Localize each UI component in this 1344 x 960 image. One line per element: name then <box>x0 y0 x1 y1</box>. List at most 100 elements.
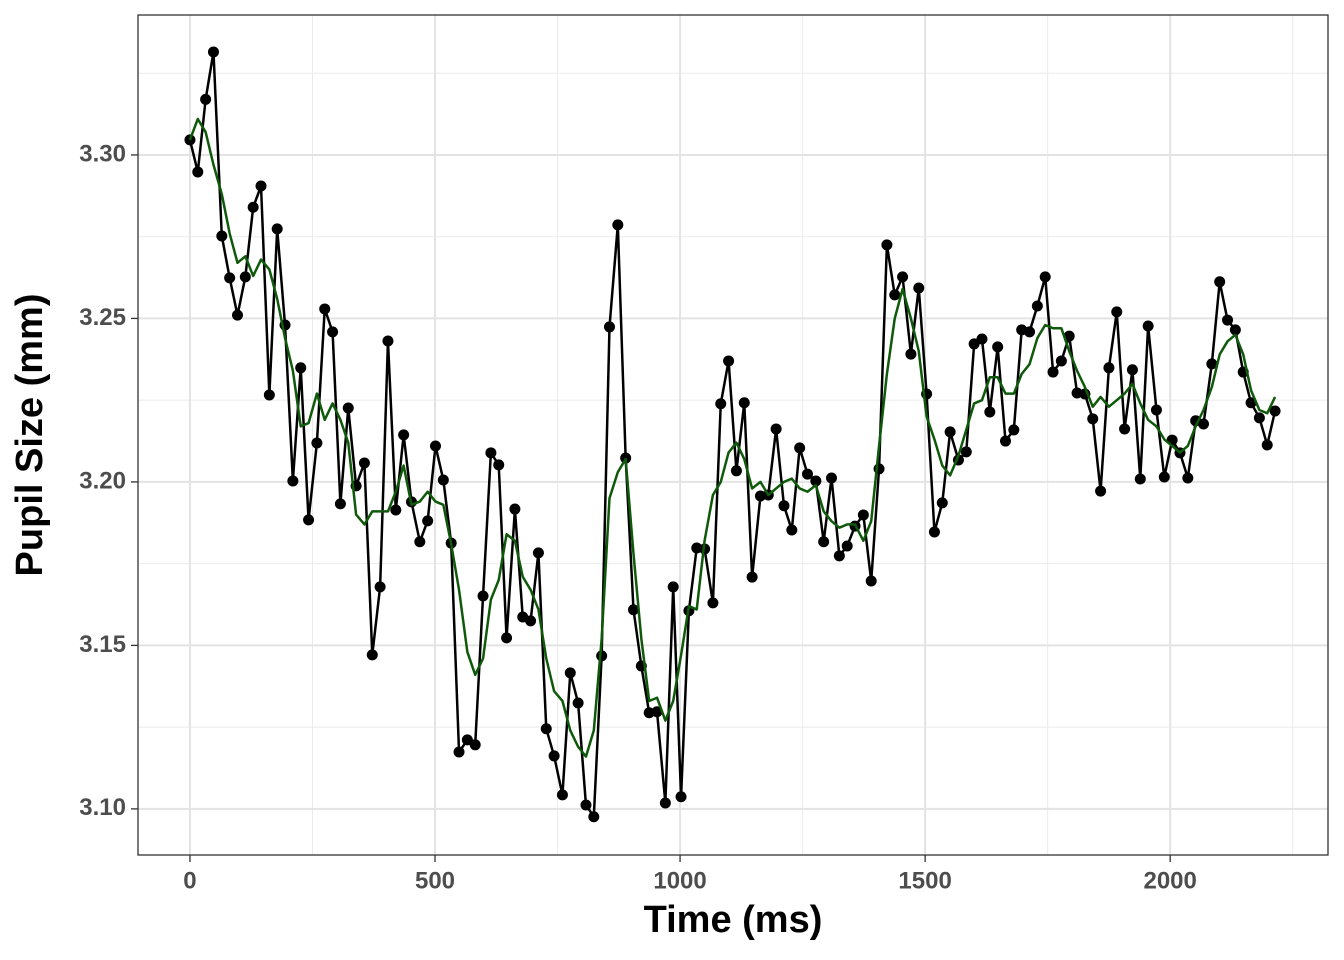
data-point <box>564 667 576 679</box>
data-point <box>192 166 204 178</box>
data-point <box>366 649 378 661</box>
data-point <box>1182 472 1194 484</box>
data-point <box>1261 439 1273 451</box>
data-point <box>667 581 679 593</box>
data-point <box>659 797 671 809</box>
data-point <box>580 799 592 811</box>
data-point <box>540 723 552 735</box>
data-point <box>770 423 782 435</box>
data-point <box>1047 366 1059 378</box>
data-point <box>833 550 845 562</box>
data-point <box>453 746 465 758</box>
data-point <box>1063 330 1075 342</box>
y-axis-title: Pupil Size (mm) <box>9 294 51 577</box>
data-point <box>1103 362 1115 374</box>
data-point <box>1087 413 1099 425</box>
x-axis-title: Time (ms) <box>644 899 823 941</box>
data-point <box>723 355 735 367</box>
data-point <box>295 362 307 374</box>
data-point <box>1214 276 1226 288</box>
data-point <box>207 46 219 58</box>
data-point <box>1000 435 1012 447</box>
data-point <box>477 590 489 602</box>
data-point <box>239 271 251 283</box>
data-point <box>231 309 243 321</box>
data-point <box>628 604 640 616</box>
data-point <box>398 429 410 441</box>
data-point <box>1126 364 1138 376</box>
data-point <box>548 750 560 762</box>
data-point <box>1031 300 1043 312</box>
data-point <box>794 442 806 454</box>
data-point <box>612 219 624 231</box>
data-point <box>913 282 925 294</box>
data-point <box>881 239 893 251</box>
data-point <box>382 335 394 347</box>
data-point <box>960 446 972 458</box>
data-point <box>200 93 212 105</box>
data-point <box>1024 326 1036 338</box>
data-point <box>1222 314 1234 326</box>
data-point <box>984 406 996 418</box>
data-point <box>255 180 267 192</box>
data-point <box>1150 404 1162 416</box>
data-point <box>1008 424 1020 436</box>
data-point <box>414 536 426 548</box>
data-point <box>327 326 339 338</box>
data-point <box>944 426 956 438</box>
data-point <box>1158 471 1170 483</box>
data-point <box>1198 418 1210 430</box>
data-point <box>572 697 584 709</box>
data-point <box>707 597 719 609</box>
data-point <box>303 514 315 526</box>
data-point <box>461 734 473 746</box>
data-point <box>1206 358 1218 370</box>
data-point <box>810 475 822 487</box>
data-point <box>525 615 537 627</box>
data-point <box>1055 355 1067 367</box>
data-point <box>358 457 370 469</box>
data-point <box>334 498 346 510</box>
data-point <box>889 289 901 301</box>
y-tick-label: 3.25 <box>79 304 126 331</box>
data-point <box>319 303 331 315</box>
data-point <box>905 348 917 360</box>
data-point <box>603 321 615 333</box>
data-point <box>184 134 196 146</box>
data-point <box>493 459 505 471</box>
data-point <box>865 575 877 587</box>
data-point <box>1134 473 1146 485</box>
data-point <box>675 791 687 803</box>
data-point <box>715 398 727 410</box>
data-point <box>826 472 838 484</box>
data-point <box>485 447 497 459</box>
x-tick-label: 1500 <box>898 867 951 894</box>
y-tick-label: 3.15 <box>79 631 126 658</box>
x-tick-label: 2000 <box>1143 867 1196 894</box>
data-point <box>936 497 948 509</box>
data-point <box>818 536 830 548</box>
y-tick-label: 3.10 <box>79 794 126 821</box>
data-point <box>1039 271 1051 283</box>
y-tick-label: 3.30 <box>79 140 126 167</box>
data-point <box>786 524 798 536</box>
data-point <box>1142 320 1154 332</box>
data-point <box>651 706 663 718</box>
series-line <box>188 117 1277 758</box>
panel-border <box>137 14 1329 856</box>
x-tick-label: 0 <box>183 867 196 894</box>
data-point <box>738 397 750 409</box>
y-tick-label: 3.20 <box>79 467 126 494</box>
data-point <box>1253 412 1265 424</box>
data-point <box>437 474 449 486</box>
data-point <box>778 500 790 512</box>
data-point <box>287 475 299 487</box>
data-point <box>588 811 600 823</box>
data-point <box>247 201 259 213</box>
data-point <box>1095 485 1107 497</box>
data-point <box>422 515 434 527</box>
data-point <box>532 547 544 559</box>
data-point <box>469 739 481 751</box>
